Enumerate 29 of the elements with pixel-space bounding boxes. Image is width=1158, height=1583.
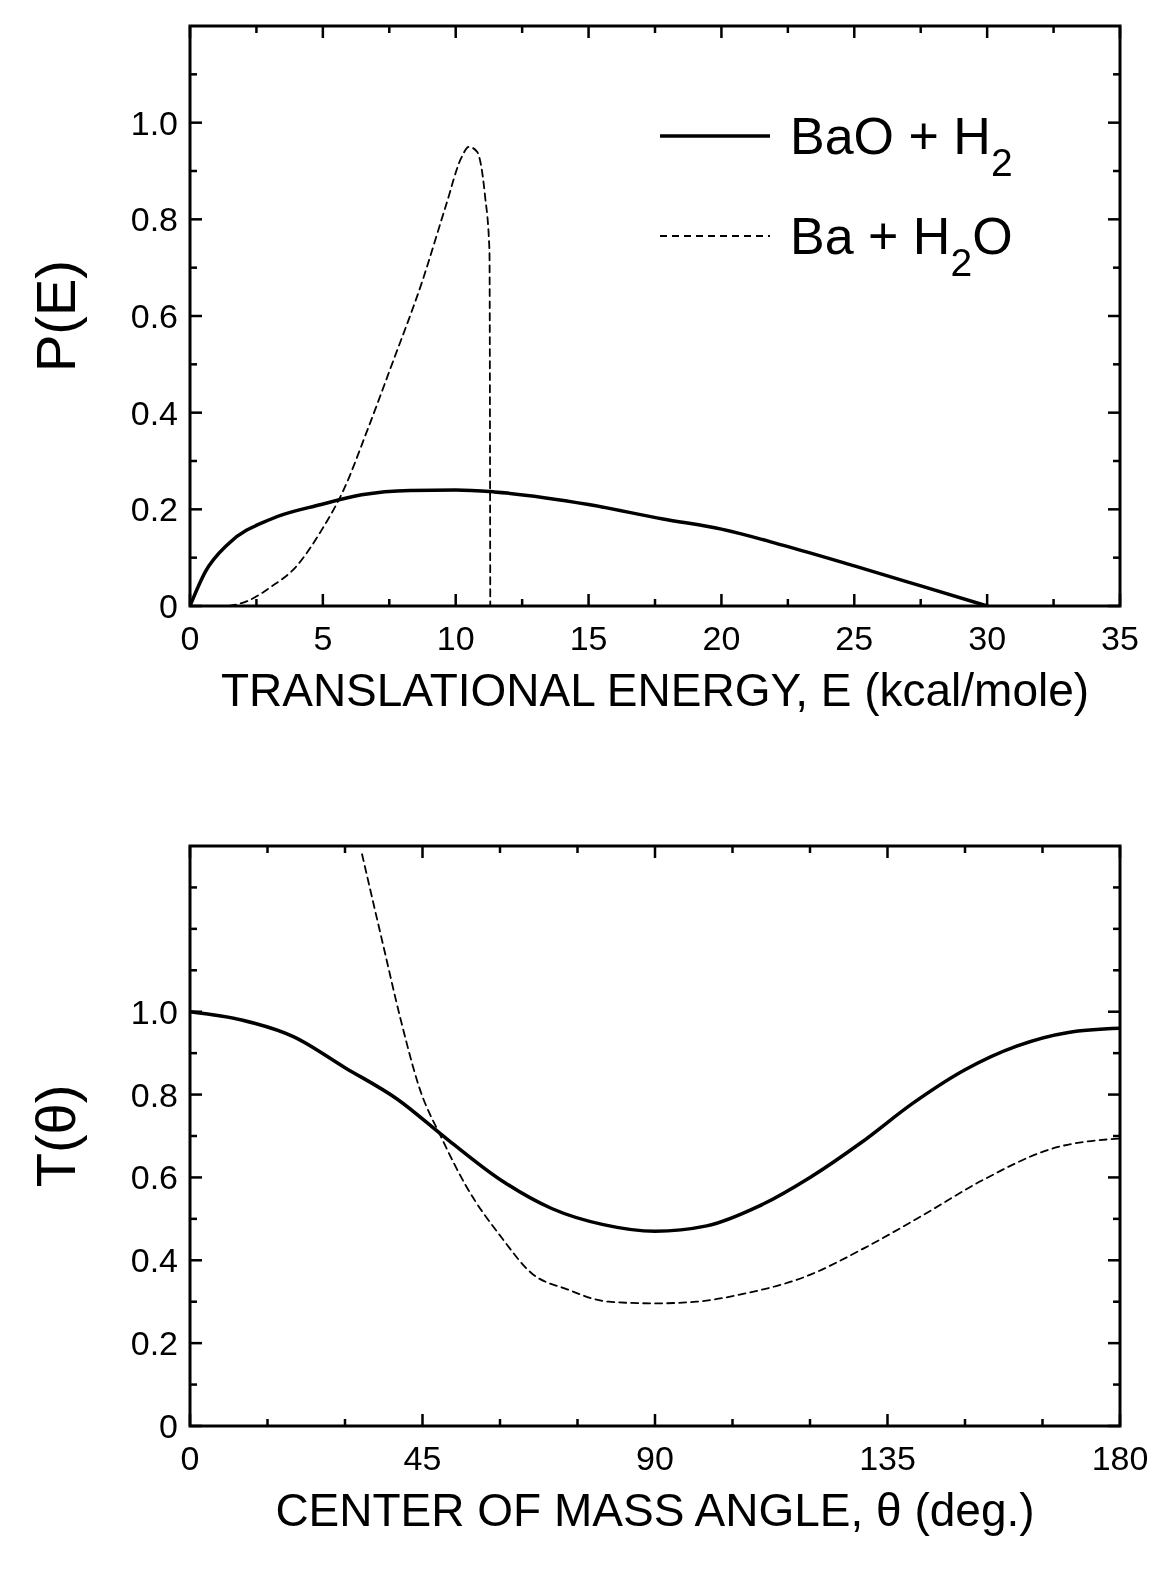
x-axis-title: CENTER OF MASS ANGLE, θ (deg.) xyxy=(275,1484,1035,1536)
x-tick-label: 5 xyxy=(313,619,333,657)
x-tick-label: 15 xyxy=(569,619,608,657)
y-tick-label: 1.0 xyxy=(130,103,178,142)
x-tick-label: 30 xyxy=(968,619,1007,657)
y-tick-label: 1.0 xyxy=(130,992,178,1031)
x-axis-title: TRANSLATIONAL ENERGY, E (kcal/mole) xyxy=(220,664,1090,716)
y-axis-title: P(E) xyxy=(24,260,87,372)
y-tick-label: 0.4 xyxy=(130,1241,178,1280)
y-tick-label: 0.6 xyxy=(130,1158,178,1197)
legend-label: Ba + H$_{2}$O xyxy=(790,207,1013,284)
x-tick-label: 25 xyxy=(835,619,874,657)
x-tick-label: 135 xyxy=(859,1439,916,1477)
y-tick-label: 0.8 xyxy=(130,200,178,239)
x-tick-label: 180 xyxy=(1091,1439,1149,1477)
y-tick-label: 0 xyxy=(159,1407,178,1445)
x-tick-label: 10 xyxy=(436,619,475,657)
x-tick-label: 45 xyxy=(403,1439,442,1477)
legend-label: BaO + H$_{2}$ xyxy=(790,107,1013,184)
y-axis-title: T(θ) xyxy=(24,1084,87,1188)
y-tick-label: 0.6 xyxy=(130,297,178,335)
y-tick-label: 0.2 xyxy=(130,490,178,529)
x-tick-label: 20 xyxy=(702,619,741,657)
x-tick-label: 90 xyxy=(636,1439,674,1477)
y-tick-label: 0.2 xyxy=(130,1324,178,1363)
y-tick-label: 0.8 xyxy=(130,1075,178,1114)
y-tick-label: 0 xyxy=(159,587,178,625)
x-tick-label: 35 xyxy=(1101,619,1139,657)
y-tick-label: 0.4 xyxy=(130,393,178,432)
